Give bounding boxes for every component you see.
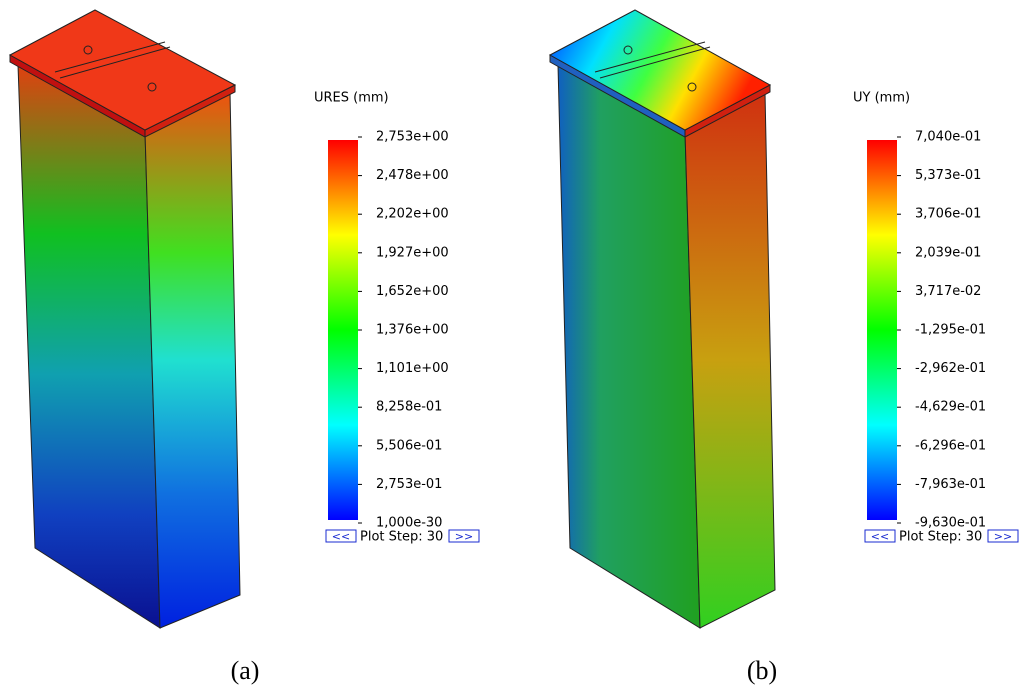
tick-label: -4,629e-01 [915, 400, 986, 415]
model-a [8, 9, 241, 629]
tick-label: 5,373e-01 [915, 168, 981, 183]
tick-label: 1,000e-30 [376, 516, 442, 531]
tick-label: 8,258e-01 [376, 400, 442, 415]
tick-label: 2,039e-01 [915, 245, 981, 260]
color-bar [867, 140, 897, 520]
tick-label: 2,753e+00 [376, 130, 449, 145]
tick-label: 3,717e-02 [915, 284, 981, 299]
tick-label: -2,962e-01 [915, 361, 986, 376]
color-bar [328, 140, 358, 520]
legend-title: UY (mm) [853, 91, 910, 106]
tick-label: 2,202e+00 [376, 207, 449, 222]
plot-step: Plot Step: 30 [899, 530, 982, 545]
prev-button[interactable]: << [864, 529, 896, 543]
prev-button[interactable]: << [325, 529, 357, 543]
tick-label: 1,376e+00 [376, 323, 449, 338]
button-box [864, 529, 896, 543]
button-box [448, 529, 480, 543]
tick-label: -7,963e-01 [915, 477, 986, 492]
tick-label: 2,753e-01 [376, 477, 442, 492]
button-box [325, 529, 357, 543]
tick-label: -6,296e-01 [915, 438, 986, 453]
next-button[interactable]: >> [448, 529, 480, 543]
tick-label: 2,478e+00 [376, 168, 449, 183]
tick-label: 1,101e+00 [376, 361, 449, 376]
button-label: >> [455, 530, 473, 543]
button-label: >> [994, 530, 1012, 543]
tick-label: 1,927e+00 [376, 245, 449, 260]
caption: (a) [231, 656, 260, 685]
model-b [548, 9, 776, 629]
button-label: << [332, 530, 350, 543]
tick-label: -1,295e-01 [915, 323, 986, 338]
tick-label: -9,630e-01 [915, 516, 986, 531]
caption: (b) [747, 656, 777, 685]
next-button[interactable]: >> [987, 529, 1019, 543]
button-label: << [871, 530, 889, 543]
tick-label: 3,706e-01 [915, 207, 981, 222]
tick-label: 1,652e+00 [376, 284, 449, 299]
tick-label: 7,040e-01 [915, 130, 981, 145]
legend-title: URES (mm) [314, 91, 389, 106]
plot-step: Plot Step: 30 [360, 530, 443, 545]
tick-label: 5,506e-01 [376, 438, 442, 453]
button-box [987, 529, 1019, 543]
